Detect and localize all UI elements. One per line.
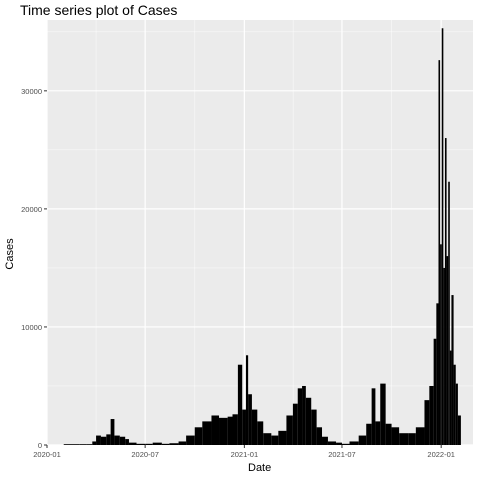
- case-bar: [446, 256, 449, 445]
- case-bar: [119, 436, 126, 445]
- chart-title: Time series plot of Cases: [20, 2, 178, 18]
- case-bar: [152, 442, 162, 445]
- case-bar: [178, 441, 187, 445]
- case-bar: [399, 433, 409, 445]
- x-axis: 2020-01 2020-07 2021-01 2021-07 2022-01: [33, 445, 455, 459]
- case-bar: [128, 442, 137, 445]
- case-bar: [106, 434, 111, 445]
- case-bar: [433, 338, 437, 445]
- case-bar: [194, 427, 203, 445]
- case-bar: [114, 435, 120, 445]
- case-bar: [366, 423, 372, 445]
- case-bar: [415, 427, 425, 445]
- case-bar: [327, 441, 337, 445]
- case-bar: [385, 423, 392, 445]
- case-bar: [302, 385, 306, 445]
- case-bar: [86, 444, 93, 445]
- case-bar: [161, 443, 170, 445]
- case-bar: [440, 244, 442, 445]
- case-bar: [227, 416, 233, 445]
- case-bar: [455, 383, 458, 445]
- case-bar: [316, 427, 323, 445]
- case-bar: [457, 415, 461, 445]
- minor-gridlines: [47, 20, 473, 445]
- case-bar: [391, 427, 400, 445]
- case-bar: [375, 421, 381, 445]
- case-bar: [438, 60, 441, 446]
- case-bar: [257, 421, 264, 445]
- case-bar: [441, 28, 444, 446]
- case-bars: [63, 28, 461, 446]
- plot-panel: [47, 20, 473, 445]
- case-bar: [96, 435, 101, 445]
- x-tick-label: 2020-01: [33, 450, 61, 459]
- case-bar: [297, 388, 303, 445]
- x-axis-title: Date: [248, 462, 272, 474]
- case-bar: [322, 436, 328, 445]
- case-bar: [292, 403, 298, 445]
- case-bar: [358, 435, 367, 445]
- case-bar: [245, 355, 249, 445]
- case-bar: [336, 442, 342, 445]
- case-bar: [263, 433, 272, 445]
- case-bar: [100, 436, 107, 445]
- y-tick-label: 20000: [21, 205, 42, 214]
- case-bar: [429, 385, 434, 445]
- case-bar: [380, 383, 386, 445]
- case-bar: [136, 443, 146, 445]
- case-bar: [92, 441, 97, 445]
- case-bar: [63, 444, 80, 445]
- case-bar: [79, 444, 87, 445]
- case-bar: [448, 181, 450, 445]
- case-bar: [251, 409, 258, 445]
- case-bar: [248, 394, 252, 445]
- case-bar: [449, 350, 452, 445]
- y-tick-label: 10000: [21, 323, 42, 332]
- case-bar: [145, 443, 153, 445]
- y-axis: 0 10000 20000 30000: [21, 87, 47, 450]
- case-bar: [408, 433, 416, 445]
- case-bar: [169, 443, 179, 445]
- case-bar: [219, 417, 228, 445]
- case-bar: [424, 400, 430, 445]
- case-bar: [202, 421, 212, 445]
- case-bar: [349, 441, 359, 445]
- case-bar: [278, 430, 287, 445]
- case-bar: [125, 439, 129, 445]
- case-bar: [436, 303, 439, 445]
- case-bar: [311, 409, 317, 445]
- y-axis-title: Cases: [4, 238, 16, 270]
- case-bar: [232, 414, 238, 445]
- case-bar: [341, 443, 350, 445]
- case-bar: [443, 267, 445, 445]
- case-bar: [305, 397, 312, 445]
- case-bar: [271, 435, 279, 445]
- case-bar: [186, 435, 195, 445]
- case-bar: [444, 138, 447, 446]
- case-bar: [242, 409, 246, 445]
- x-tick-label: 2022-01: [427, 450, 455, 459]
- x-tick-label: 2021-01: [231, 450, 259, 459]
- case-bar: [453, 364, 456, 445]
- case-bar: [451, 295, 454, 445]
- y-tick-label: 0: [38, 441, 42, 450]
- major-gridlines: [46, 20, 473, 446]
- x-tick-label: 2021-07: [328, 450, 356, 459]
- case-bar: [110, 419, 115, 445]
- x-tick-label: 2020-07: [131, 450, 159, 459]
- case-bar: [211, 415, 220, 445]
- case-bar: [286, 415, 293, 445]
- y-tick-label: 30000: [21, 87, 42, 96]
- case-bar: [371, 388, 376, 445]
- case-bar: [237, 364, 243, 445]
